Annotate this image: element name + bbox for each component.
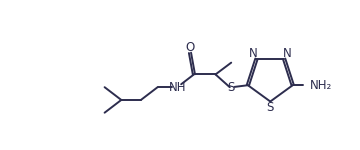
Text: S: S [228, 81, 235, 94]
Text: S: S [267, 101, 274, 114]
Text: NH: NH [168, 81, 186, 94]
Text: N: N [283, 48, 292, 60]
Text: N: N [249, 48, 258, 60]
Text: O: O [185, 41, 195, 54]
Text: NH₂: NH₂ [310, 79, 332, 92]
